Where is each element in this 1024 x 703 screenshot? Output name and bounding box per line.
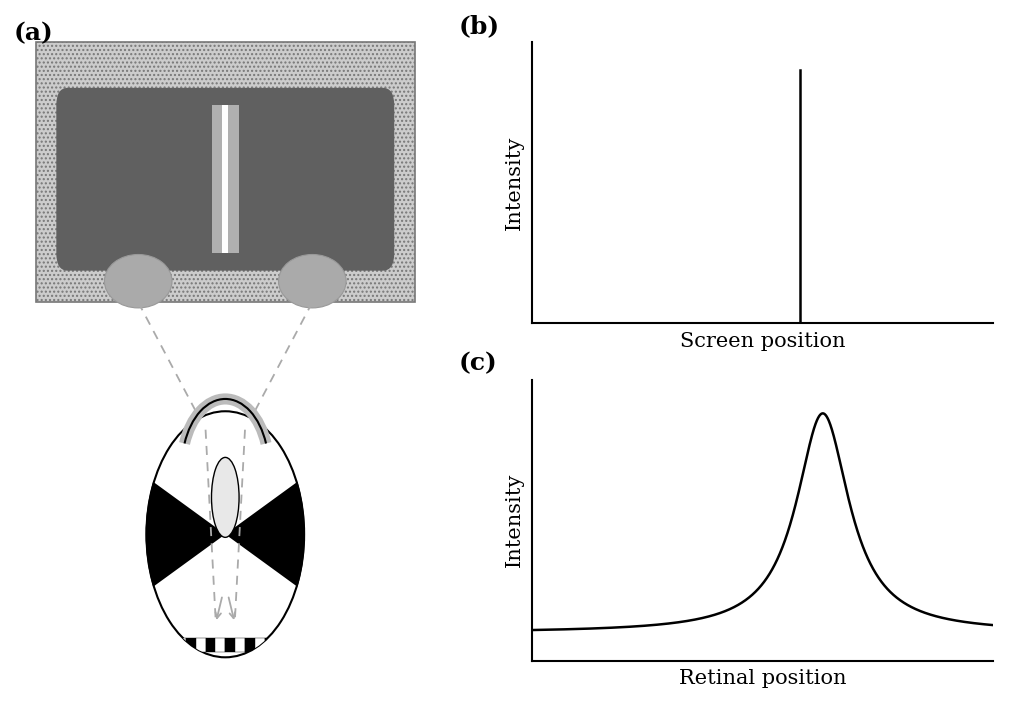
- Circle shape: [146, 411, 304, 657]
- Bar: [294, 638, 304, 652]
- Ellipse shape: [279, 254, 346, 308]
- Ellipse shape: [212, 458, 239, 537]
- Bar: [196, 638, 206, 652]
- Bar: [264, 638, 274, 652]
- Text: (c): (c): [459, 352, 498, 375]
- Bar: [225, 638, 236, 652]
- Y-axis label: Intensity: Intensity: [505, 473, 524, 567]
- Bar: [186, 638, 196, 652]
- Text: (a): (a): [13, 21, 53, 45]
- Bar: [146, 638, 157, 652]
- Bar: [255, 638, 264, 652]
- Wedge shape: [145, 482, 225, 587]
- Bar: [206, 638, 215, 652]
- Bar: [285, 638, 294, 652]
- X-axis label: Retinal position: Retinal position: [679, 669, 847, 688]
- Bar: [274, 638, 285, 652]
- Polygon shape: [222, 105, 228, 253]
- Ellipse shape: [104, 254, 172, 308]
- Polygon shape: [36, 42, 415, 302]
- Y-axis label: Intensity: Intensity: [505, 136, 524, 230]
- Bar: [245, 638, 255, 652]
- Bar: [166, 638, 176, 652]
- FancyBboxPatch shape: [56, 88, 394, 271]
- Bar: [236, 638, 245, 652]
- Bar: [157, 638, 166, 652]
- X-axis label: Screen position: Screen position: [680, 332, 846, 351]
- Bar: [215, 638, 225, 652]
- Wedge shape: [225, 482, 305, 587]
- Polygon shape: [212, 105, 239, 253]
- Bar: [176, 638, 186, 652]
- Text: (b): (b): [459, 14, 500, 38]
